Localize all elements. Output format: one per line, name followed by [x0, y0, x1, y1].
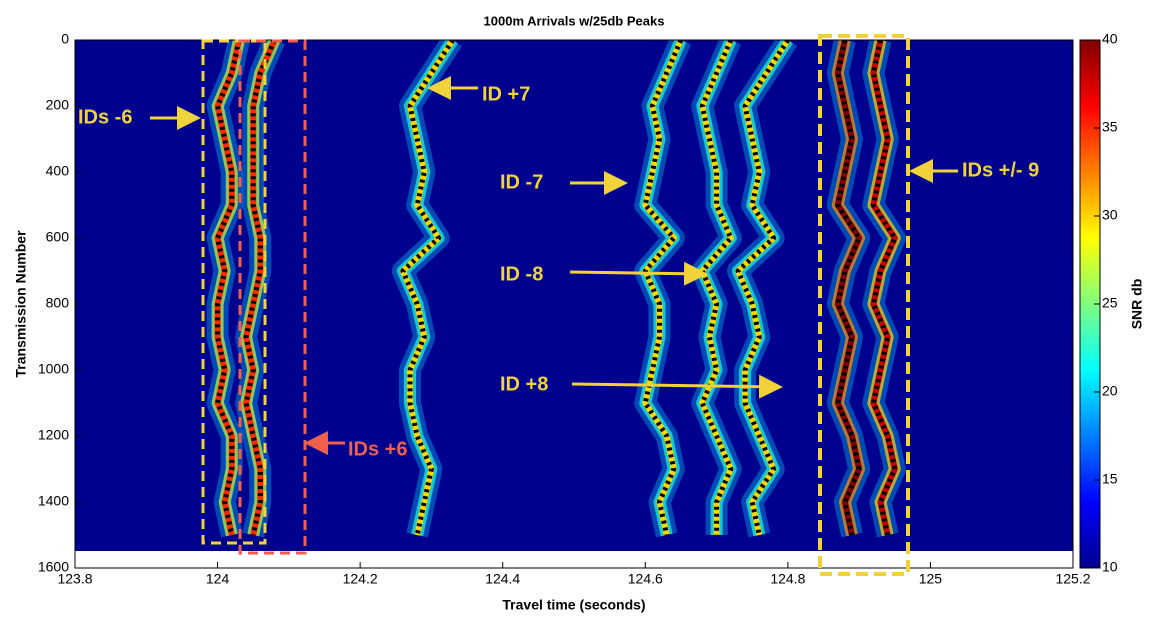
x-tick-label: 124.2	[343, 571, 378, 587]
colorbar-tick-label: 35	[1102, 119, 1118, 135]
track-peaks	[215, 40, 242, 536]
colorbar-tick-label: 10	[1102, 559, 1118, 575]
x-tick-label: 124.8	[770, 571, 805, 587]
track	[699, 40, 734, 535]
annotation: IDs -6	[78, 106, 132, 128]
x-tick-label: 125.2	[1055, 571, 1090, 587]
box	[201, 39, 267, 545]
annotation: ID +8	[500, 373, 548, 395]
chart-title: 1000m Arrivals w/25db Peaks	[484, 13, 665, 28]
track-peaks	[243, 40, 277, 536]
y-tick-label: 800	[46, 295, 70, 311]
track	[642, 40, 684, 536]
y-tick-label: 1400	[38, 493, 69, 509]
y-tick-label: 200	[46, 97, 70, 113]
y-tick-label: 1200	[38, 427, 69, 443]
annotation: ID -8	[500, 263, 543, 285]
y-tick-label: 600	[46, 229, 70, 245]
x-tick-label: 124	[206, 571, 230, 587]
arrow	[569, 261, 708, 286]
annotation: ID -7	[500, 171, 543, 193]
colorbar-tick-label: 20	[1102, 383, 1118, 399]
track-peaks	[870, 40, 898, 536]
y-tick-label: 400	[46, 163, 70, 179]
box	[238, 39, 307, 555]
colorbar-label: SNR db	[1129, 279, 1145, 330]
annotation: ID +7	[482, 83, 530, 105]
track	[735, 40, 791, 536]
x-tick-label: 124.4	[485, 571, 520, 587]
y-axis-label: Transmission Number	[13, 230, 29, 378]
box	[818, 34, 910, 576]
annotation: IDs +6	[348, 438, 407, 460]
y-tick-label: 1000	[38, 361, 69, 377]
colorbar-tick-label: 30	[1102, 207, 1118, 223]
y-tick-label: 1600	[38, 559, 69, 575]
colorbar-tick-label: 15	[1102, 471, 1118, 487]
x-tick-label: 125	[919, 571, 943, 587]
colorbar-tick-label: 40	[1102, 31, 1118, 47]
x-tick-label: 123.8	[57, 571, 92, 587]
track-peaks	[835, 40, 862, 536]
track	[399, 40, 456, 536]
arrow	[571, 374, 783, 399]
annotation: IDs +/- 9	[962, 159, 1039, 181]
x-tick-label: 124.6	[628, 571, 663, 587]
y-tick-label: 0	[61, 31, 69, 47]
x-axis-label: Travel time (seconds)	[502, 597, 645, 613]
tracks	[206, 40, 906, 538]
colorbar-tick-label: 25	[1102, 295, 1118, 311]
